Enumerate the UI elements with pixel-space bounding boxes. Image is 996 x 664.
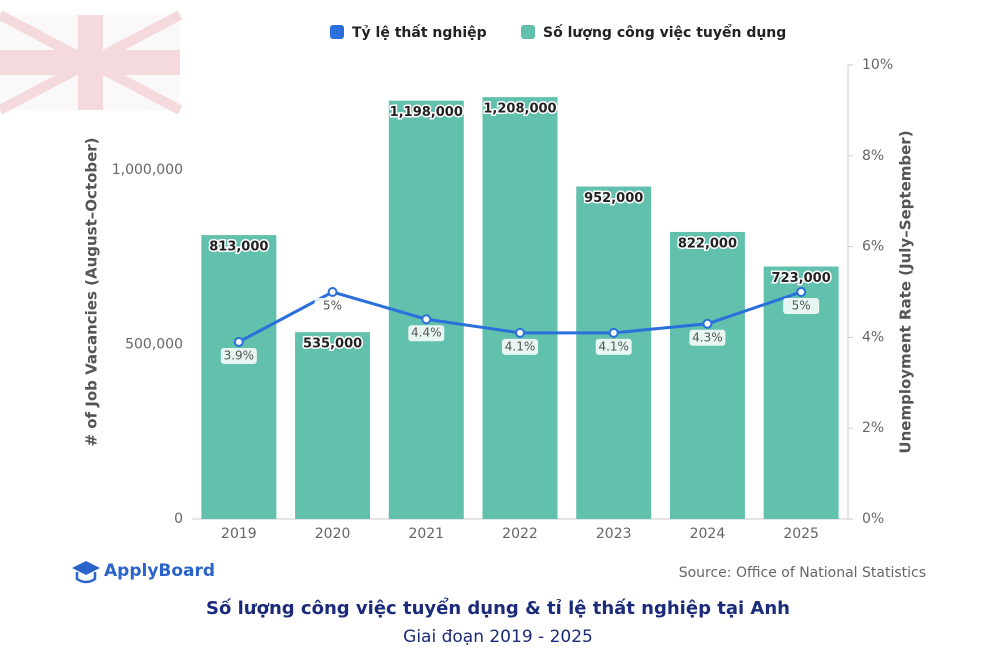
line-label-bg (595, 338, 632, 355)
flag-decoration (0, 10, 183, 115)
line-label-bg (783, 298, 820, 314)
bar (669, 231, 745, 519)
y2-tick-label: 0% (862, 511, 884, 527)
line-point (421, 314, 432, 325)
x-tick-label: 2019 (221, 526, 257, 542)
y-axis-title: # of Job Vacancies (August–October) (83, 137, 101, 446)
y2-tick-label: 8% (862, 148, 884, 164)
x-tick-label: 2023 (596, 526, 632, 542)
line-point (796, 287, 807, 297)
line-label: 3.9% (224, 348, 255, 362)
legend-label: Tỷ lệ thất nghiệp (352, 24, 487, 41)
line-label-bg (502, 338, 538, 355)
line-point (327, 287, 338, 297)
bar-label: 535,000 (303, 337, 362, 352)
bar-label: 1,198,000 (390, 105, 463, 120)
bar-label: 813,000 (209, 240, 268, 255)
bar (201, 235, 277, 519)
line-label: 5% (323, 299, 342, 313)
bar-label: 822,000 (678, 236, 737, 251)
x-tick-label: 2020 (315, 526, 351, 542)
y2-axis-title: Unemployment Rate (July–September) (897, 130, 915, 453)
logo-text: ApplyBoard (104, 561, 215, 581)
x-tick-label: 2021 (408, 526, 444, 542)
line-label-bg (220, 347, 257, 364)
y-tick-label: 0 (174, 511, 183, 527)
logo-icon (72, 561, 100, 584)
legend-swatch (330, 25, 344, 39)
line-label: 4.1% (505, 339, 536, 353)
source: Source: Office of National Statistics (679, 565, 926, 581)
line-label-bg (408, 325, 445, 342)
legend-swatch (521, 25, 535, 39)
y2-tick-label: 6% (862, 239, 884, 255)
y2-tick-label: 2% (862, 420, 884, 436)
line-label-bg (689, 329, 726, 346)
bar (482, 97, 558, 519)
y-tick-label: 1,000,000 (112, 162, 183, 178)
bar (295, 332, 371, 519)
x-tick-label: 2025 (783, 526, 819, 542)
line-point (608, 327, 619, 338)
caption-subtitle: Giai đoạn 2019 - 2025 (403, 627, 593, 647)
y2-tick-label: 4% (862, 329, 884, 345)
legend-label: Số lượng công việc tuyển dụng (543, 24, 786, 41)
line-label-bg (314, 298, 351, 314)
caption-title: Số lượng công việc tuyển dụng & tỉ lệ th… (206, 597, 790, 619)
x-tick-label: 2022 (502, 526, 538, 542)
line-label: 4.4% (411, 326, 442, 340)
line-label: 4.1% (598, 339, 629, 353)
line-point (515, 327, 525, 338)
line-point (233, 336, 244, 347)
y2-tick-label: 10% (862, 57, 893, 73)
line-label: 4.3% (692, 330, 723, 344)
bar-label: 952,000 (584, 191, 643, 206)
bar-label: 1,208,000 (483, 102, 556, 117)
x-tick-label: 2024 (690, 526, 726, 542)
bar (388, 100, 464, 520)
bar-label: 723,000 (772, 271, 831, 286)
line-point (702, 318, 713, 329)
y-tick-label: 500,000 (125, 336, 183, 352)
line-label: 5% (792, 299, 811, 313)
